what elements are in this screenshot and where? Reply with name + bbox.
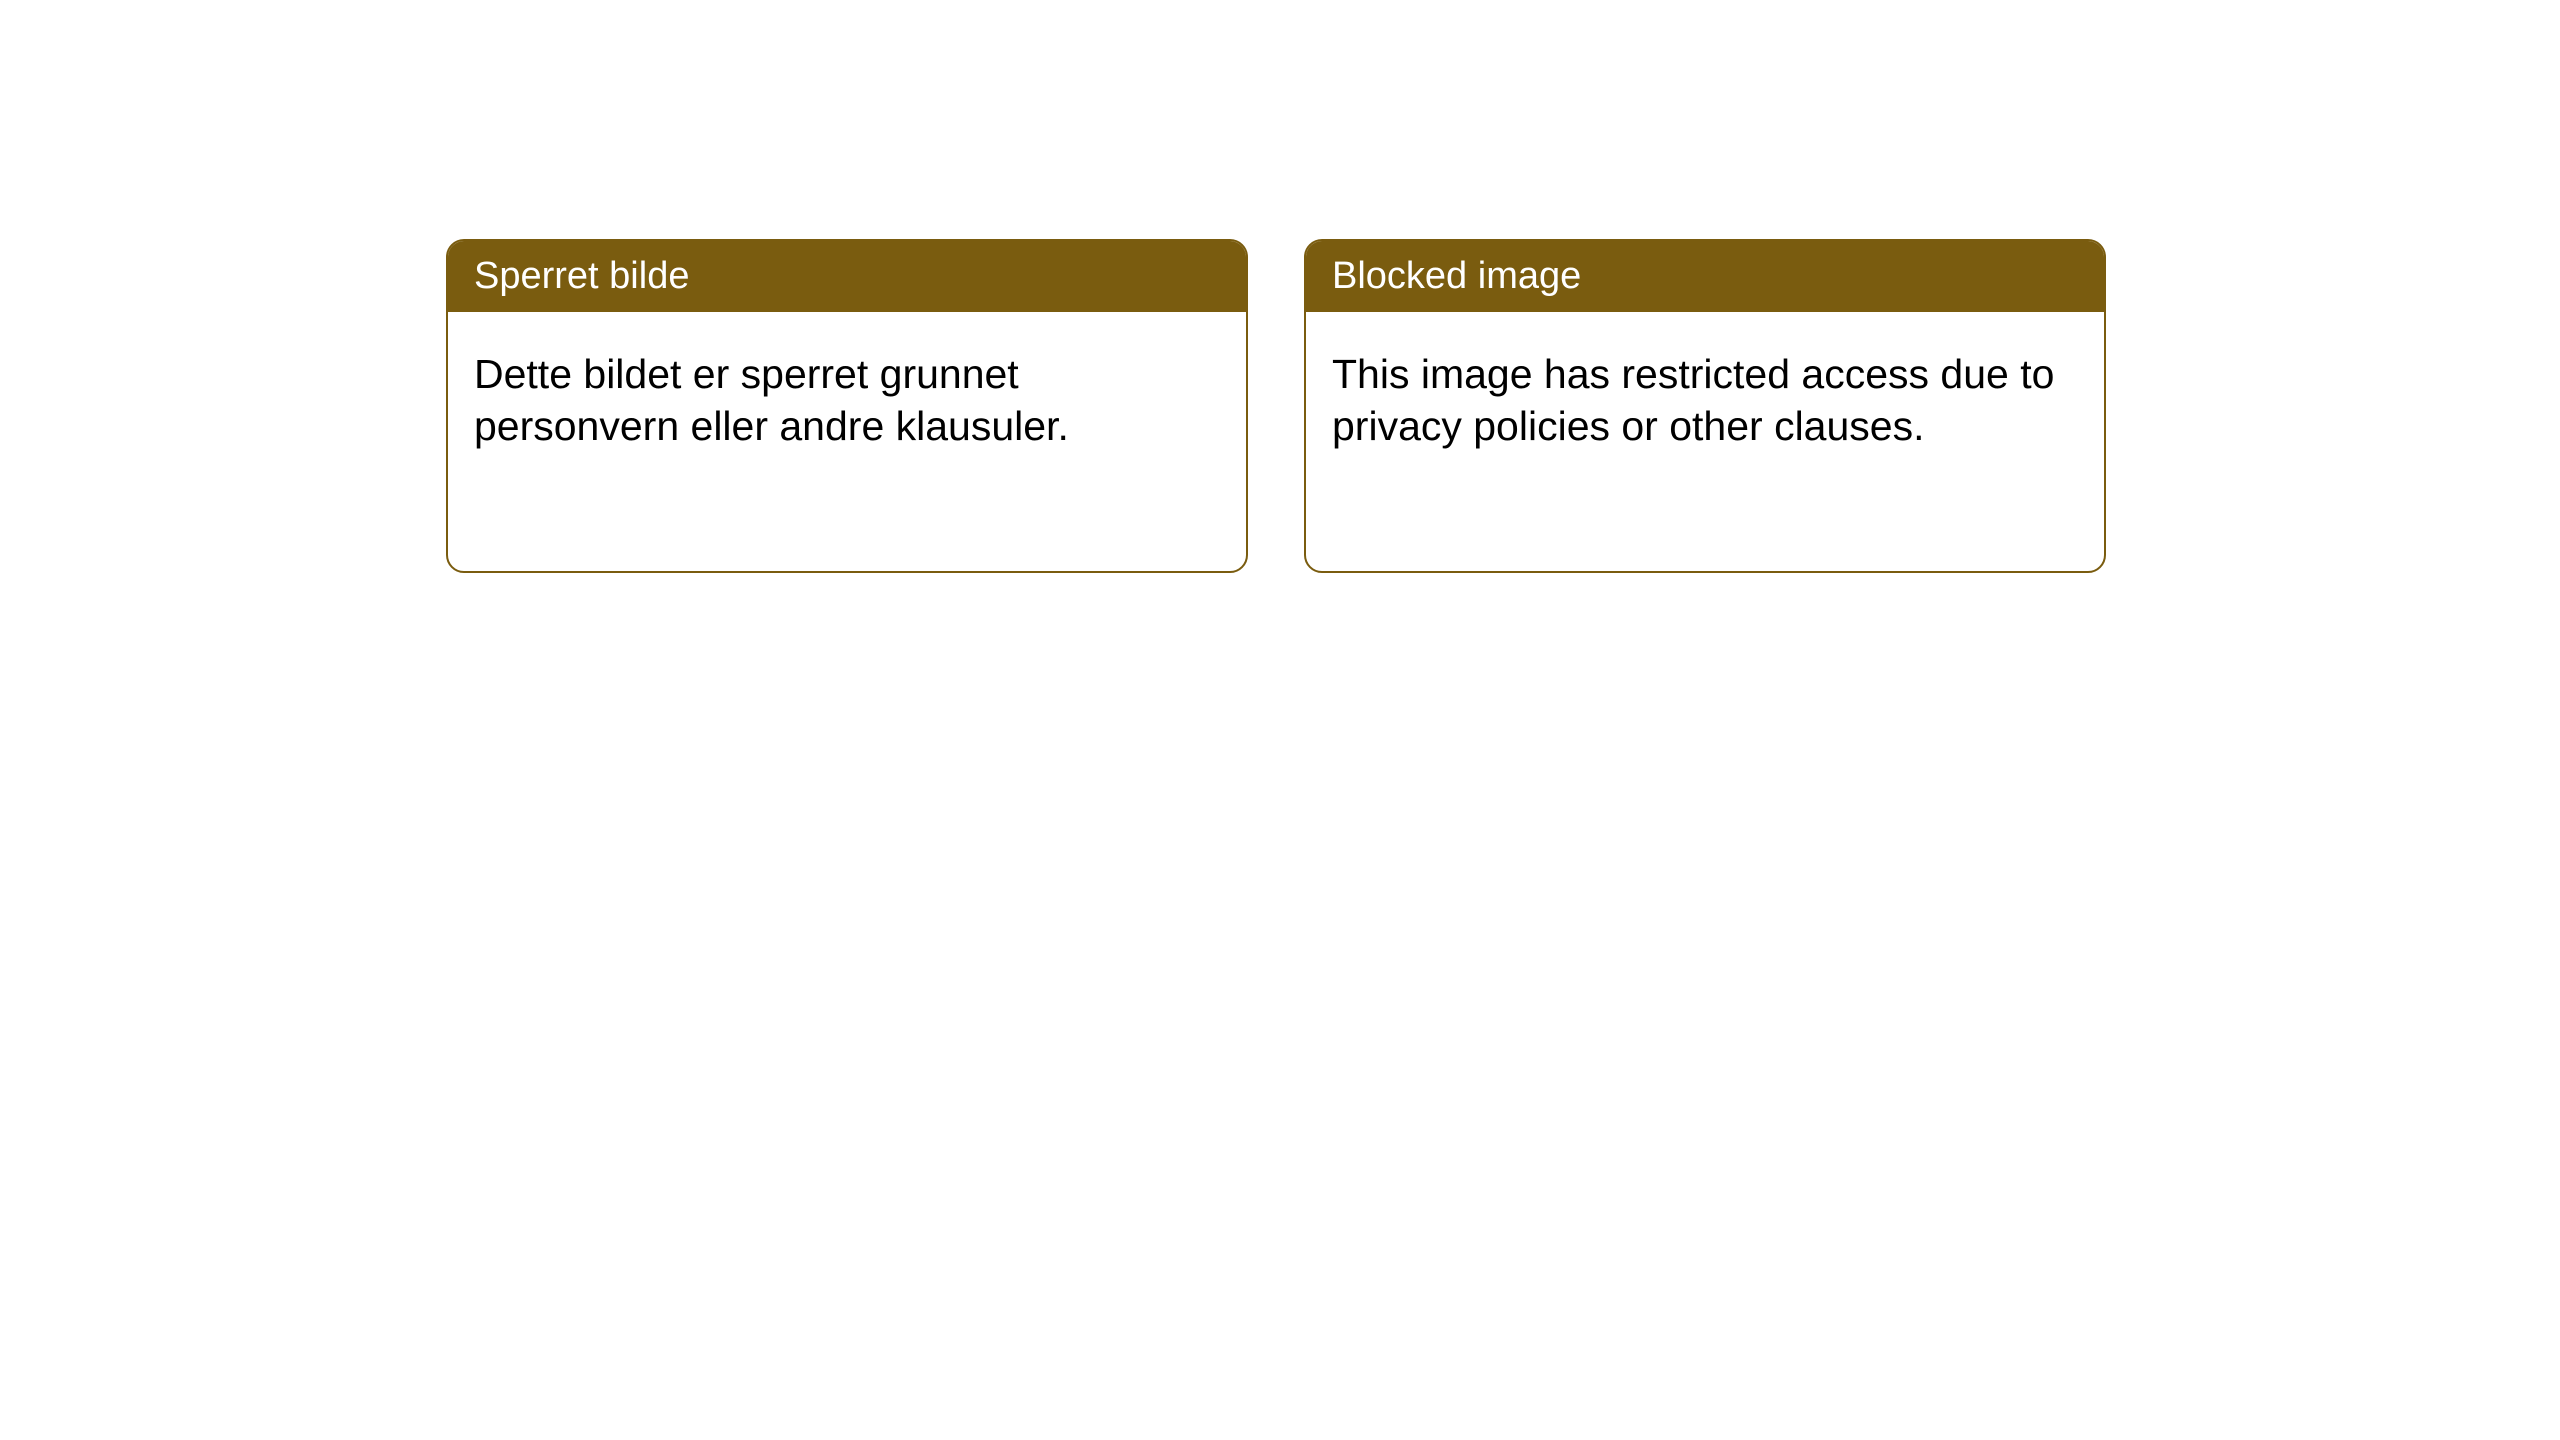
card-body: This image has restricted access due to … bbox=[1306, 312, 2104, 479]
card-header: Sperret bilde bbox=[448, 241, 1246, 312]
card-body: Dette bildet er sperret grunnet personve… bbox=[448, 312, 1246, 479]
card-title: Blocked image bbox=[1332, 255, 1581, 297]
card-header: Blocked image bbox=[1306, 241, 2104, 312]
card-body-text: This image has restricted access due to … bbox=[1332, 351, 2054, 449]
card-title: Sperret bilde bbox=[474, 255, 689, 297]
notice-cards-container: Sperret bilde Dette bildet er sperret gr… bbox=[446, 239, 2106, 573]
notice-card-norwegian: Sperret bilde Dette bildet er sperret gr… bbox=[446, 239, 1248, 573]
card-body-text: Dette bildet er sperret grunnet personve… bbox=[474, 351, 1069, 449]
notice-card-english: Blocked image This image has restricted … bbox=[1304, 239, 2106, 573]
